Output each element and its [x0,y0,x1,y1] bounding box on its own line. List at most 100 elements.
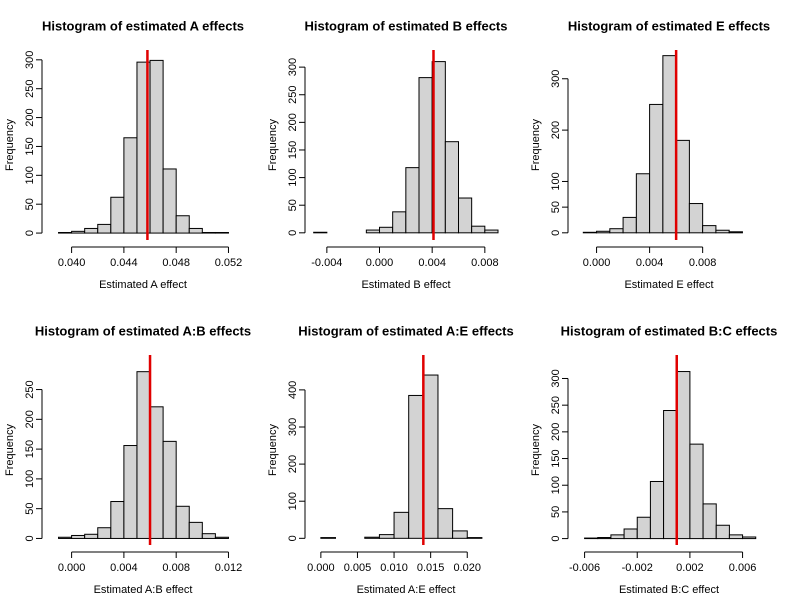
chart-title: Histogram of estimated B:C effects [561,323,778,338]
y-tick-label: 100 [24,470,36,488]
bar [149,406,164,539]
x-tick-label: 0.005 [344,562,372,574]
x-axis-label: Estimated B:C effect [619,584,719,596]
bar [582,231,598,234]
bar [702,225,717,234]
y-tick-label: 250 [287,86,299,104]
bar [742,536,757,540]
y-tick-label: 200 [287,455,299,473]
bar [636,516,651,540]
bar [364,536,380,539]
bar [715,524,730,540]
x-axis-label: Estimated A:B effect [94,584,193,596]
bar [422,374,439,539]
bar [201,231,216,234]
y-tick-label: 250 [24,80,36,98]
x-tick-label: 0.000 [366,257,394,269]
bar [596,230,611,234]
bar [188,227,203,234]
x-tick-label: 0.000 [583,257,611,269]
y-tick-label: 200 [24,108,36,126]
bar [149,59,164,234]
bar [444,141,460,234]
bar [676,371,691,540]
y-tick-label: 200 [550,423,562,441]
bar [320,537,336,539]
bar [702,503,717,540]
bar [649,103,664,234]
y-tick-label: 300 [24,51,36,69]
x-axis-label: Estimated A effect [99,279,187,291]
x-tick-label: 0.008 [689,257,717,269]
bar [649,480,665,540]
y-tick-label: 100 [287,168,299,186]
bar [110,196,125,234]
bar [136,371,151,539]
y-tick-label: 0 [287,230,299,236]
x-tick-label: 0.002 [676,562,704,574]
bar [688,203,704,234]
x-axis-label: Estimated B effect [361,279,450,291]
x-tick-label: 0.044 [110,257,138,269]
y-tick-label: 100 [287,492,299,510]
bar [728,534,744,540]
y-tick-label: 250 [550,396,562,414]
bar [663,410,678,540]
y-tick-label: 100 [550,172,562,190]
y-tick-label: 50 [287,199,299,211]
x-tick-label: 0.006 [729,562,757,574]
y-tick-label: 200 [550,121,562,139]
y-axis-label: Frequency [4,424,16,476]
x-tick-label: 0.048 [162,257,190,269]
bar [123,445,138,539]
y-tick-label: 150 [287,141,299,159]
x-tick-label: 0.040 [58,257,86,269]
x-axis-label: Estimated A:E effect [357,584,456,596]
bar [715,229,730,234]
bar [635,173,651,234]
bar [162,168,177,234]
bar [379,226,394,234]
bar [584,537,599,540]
x-tick-label: 0.004 [110,562,138,574]
bar [418,77,433,234]
x-tick-label: 0.004 [418,257,446,269]
x-tick-label: -0.004 [311,257,342,269]
y-axis-label: Frequency [267,119,279,171]
y-axis-label: Frequency [530,424,542,476]
x-axis-label: Estimated E effect [624,279,713,291]
x-tick-label: 0.000 [58,562,86,574]
bar [437,508,454,539]
x-tick-label: 0.008 [162,562,190,574]
bar [392,211,407,234]
bar [452,530,468,539]
bar [689,443,704,540]
y-tick-label: 300 [550,70,562,88]
bar [408,394,424,539]
x-tick-label: -0.006 [569,562,600,574]
y-tick-label: 150 [24,440,36,458]
bar [84,533,99,539]
y-tick-label: 0 [550,230,562,236]
x-tick-label: 0.052 [215,257,243,269]
bar [58,231,73,234]
bar [201,533,216,539]
y-axis-label: Frequency [4,119,16,171]
bar [675,139,690,234]
y-tick-label: 50 [24,503,36,515]
y-tick-label: 150 [550,449,562,467]
x-tick-label: 0.020 [453,562,481,574]
y-tick-label: 250 [24,380,36,398]
bar [71,534,86,539]
y-tick-label: 50 [24,198,36,210]
y-tick-label: 0 [550,536,562,542]
x-tick-label: 0.010 [380,562,408,574]
x-tick-label: 0.000 [307,562,335,574]
chart-title: Histogram of estimated A:E effects [298,323,514,338]
bar [188,521,203,539]
chart-title: Histogram of estimated A effects [42,18,244,33]
bar [610,534,625,540]
y-tick-label: 300 [287,58,299,76]
y-tick-label: 100 [24,166,36,184]
bar [393,511,410,539]
